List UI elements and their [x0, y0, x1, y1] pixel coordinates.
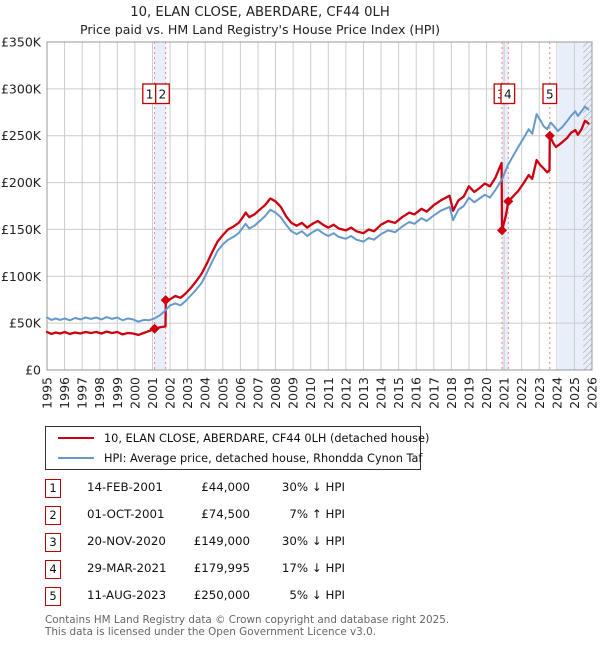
sale-marker-box	[155, 83, 170, 105]
transaction-date: 14-FEB-2001	[87, 480, 163, 494]
transaction-hpi-delta: 7% ↑ HPI	[289, 507, 345, 521]
x-axis-tick-label: 2004	[198, 377, 213, 409]
x-axis-tick-label: 1999	[110, 377, 125, 409]
x-axis-tick-label: 2019	[461, 377, 476, 409]
transaction-hpi-delta: 17% ↓ HPI	[281, 561, 345, 575]
x-axis-tick-label: 2016	[409, 377, 424, 409]
chart-subtitle: Price paid vs. HM Land Registry's House …	[79, 22, 441, 37]
footer-line-licence: This data is licensed under the Open Gov…	[45, 625, 377, 638]
x-axis-tick-label: 1998	[92, 377, 107, 409]
transaction-row: 1 14-FEB-2001 £44,000 30% ↓ HPI	[0, 479, 600, 499]
x-axis-tick-label: 2011	[321, 377, 336, 409]
hpi-line-swatch	[58, 457, 94, 459]
transaction-number-badge: 4	[45, 560, 61, 579]
transaction-date: 11-AUG-2023	[87, 588, 167, 602]
x-axis-tick-label: 2003	[180, 377, 195, 409]
transaction-number-badge: 3	[45, 533, 61, 552]
sale-marker-number: 4	[504, 88, 512, 102]
x-axis-tick-label: 2007	[250, 377, 265, 409]
x-axis-tick-label: 2021	[497, 377, 512, 409]
y-axis-tick-label: £100K	[1, 269, 42, 284]
x-axis-tick-label: 2010	[303, 377, 318, 409]
legend-item-hpi: HPI: Average price, detached house, Rhon…	[46, 450, 423, 467]
x-axis-tick-label: 2026	[585, 377, 600, 409]
sale-marker-number: 2	[159, 88, 167, 102]
x-axis-tick-label: 1995	[40, 377, 55, 409]
y-axis-tick-label: £250K	[1, 128, 42, 143]
transaction-price: £250,000	[193, 588, 250, 602]
property-line-swatch	[58, 437, 94, 439]
x-axis-tick-label: 2012	[338, 377, 353, 409]
sale-marker-box	[500, 83, 516, 105]
x-axis-tick-label: 2013	[356, 377, 371, 409]
transaction-number-badge: 5	[45, 587, 61, 606]
highlight-band	[154, 42, 166, 370]
license-footer: Contains HM Land Registry data © Crown c…	[45, 614, 450, 638]
transaction-row: 3 20-NOV-2020 £149,000 30% ↓ HPI	[0, 533, 600, 553]
sale-marker-diamond	[503, 196, 514, 207]
x-axis-tick-label: 2024	[549, 377, 564, 409]
sale-marker-diamond	[149, 323, 160, 334]
x-axis-tick-label: 2023	[532, 377, 547, 409]
y-axis-tick-label: £0	[25, 363, 41, 378]
legend-item-property: 10, ELAN CLOSE, ABERDARE, CF44 0LH (deta…	[46, 430, 429, 447]
transaction-date: 01-OCT-2001	[87, 507, 165, 521]
x-axis-tick-label: 2006	[233, 377, 248, 409]
transaction-price: £74,500	[201, 507, 250, 521]
x-axis-tick-label: 2001	[145, 377, 160, 409]
transaction-date: 29-MAR-2021	[87, 561, 167, 575]
transaction-price: £149,000	[193, 534, 250, 548]
property-price-line	[45, 119, 590, 337]
transaction-row: 5 11-AUG-2023 £250,000 5% ↓ HPI	[0, 587, 600, 607]
plot-border	[46, 41, 593, 371]
x-axis-tick-label: 1996	[57, 377, 72, 409]
highlight-band	[501, 42, 509, 370]
no-data-hatch-band	[583, 42, 592, 370]
price-history-chart: 12345£0£50K£100K£150K£200K£250K£300K£350…	[1, 35, 600, 409]
chart-legend: 10, ELAN CLOSE, ABERDARE, CF44 0LH (deta…	[45, 426, 429, 470]
transaction-hpi-delta: 30% ↓ HPI	[281, 480, 345, 494]
transaction-number-badge: 2	[45, 506, 61, 525]
x-axis-tick-label: 2015	[391, 377, 406, 409]
y-axis-tick-label: £200K	[1, 175, 42, 190]
x-axis-tick-label: 2020	[479, 377, 494, 409]
footer-line-copyright: Contains HM Land Registry data © Crown c…	[45, 614, 450, 626]
x-axis-tick-label: 2009	[286, 377, 301, 409]
transaction-hpi-delta: 5% ↓ HPI	[289, 588, 345, 602]
legend-label-hpi: HPI: Average price, detached house, Rhon…	[104, 451, 423, 465]
y-axis-tick-label: £300K	[1, 81, 42, 96]
hpi-line	[46, 105, 590, 323]
chart-title: 10, ELAN CLOSE, ABERDARE, CF44 0LH Price…	[0, 4, 520, 38]
x-axis-tick-label: 1997	[75, 377, 90, 409]
y-axis-tick-label: £50K	[9, 316, 42, 331]
transaction-date: 20-NOV-2020	[87, 534, 166, 548]
x-axis-tick-label: 2017	[426, 377, 441, 409]
transaction-row: 2 01-OCT-2001 £74,500 7% ↑ HPI	[0, 506, 600, 526]
sale-marker-diamond	[544, 130, 555, 141]
transaction-number-badge: 1	[45, 479, 61, 498]
x-axis-tick-label: 2008	[268, 377, 283, 409]
x-axis-tick-label: 2000	[127, 377, 142, 409]
sale-marker-number: 5	[546, 88, 554, 102]
legend-label-property: 10, ELAN CLOSE, ABERDARE, CF44 0LH (deta…	[104, 431, 430, 445]
y-axis-tick-label: £350K	[1, 35, 42, 50]
sale-marker-box	[542, 83, 558, 105]
x-axis-tick-label: 2022	[514, 377, 529, 409]
sale-marker-number: 1	[146, 88, 154, 102]
x-axis-tick-label: 2005	[215, 377, 230, 409]
sale-marker-diamond	[160, 295, 171, 306]
chart-title-address: 10, ELAN CLOSE, ABERDARE, CF44 0LH	[130, 5, 390, 20]
transaction-hpi-delta: 30% ↓ HPI	[281, 534, 345, 548]
x-axis-tick-label: 2014	[374, 377, 389, 409]
x-axis-tick-label: 2002	[163, 377, 178, 409]
transaction-price: £44,000	[201, 480, 250, 494]
x-axis-tick-label: 2018	[444, 377, 459, 409]
transaction-row: 4 29-MAR-2021 £179,995 17% ↓ HPI	[0, 560, 600, 580]
transaction-price: £179,995	[193, 561, 250, 575]
x-axis-tick-label: 2025	[567, 377, 582, 409]
sale-marker-diamond	[496, 225, 507, 236]
y-axis-tick-label: £150K	[1, 222, 42, 237]
